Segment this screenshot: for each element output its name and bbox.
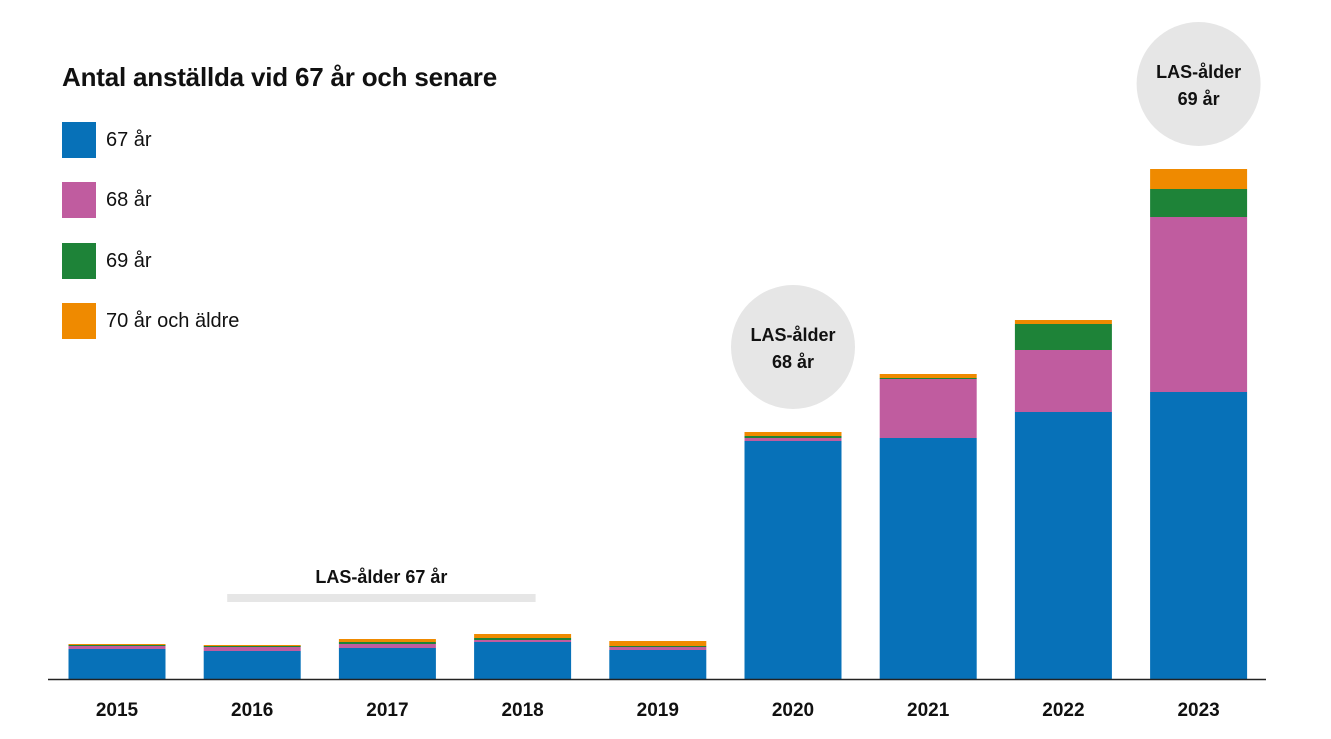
bar-2015-68 xyxy=(68,646,166,649)
bar-2016-70plus xyxy=(203,645,301,646)
annotation-label-2020-line2: 68 år xyxy=(772,352,814,372)
bar-2020-69 xyxy=(744,436,842,438)
bar-2019-67 xyxy=(609,650,707,679)
legend-swatch-69 xyxy=(62,243,96,279)
legend-swatch-68 xyxy=(62,182,96,218)
bar-2021-67 xyxy=(879,438,977,679)
x-tick-label-2015: 2015 xyxy=(96,700,139,721)
legend-swatch-67 xyxy=(62,122,96,158)
x-tick-label-2022: 2022 xyxy=(1042,700,1084,721)
annotation-circle-2023 xyxy=(1136,22,1261,146)
bar-2022-67 xyxy=(1014,412,1112,679)
legend-label-69: 69 år xyxy=(106,249,152,272)
legend-swatch-70plus xyxy=(62,303,96,339)
legend-item-68: 68 år xyxy=(62,182,152,218)
legend-label-70plus: 70 år och äldre xyxy=(106,309,240,332)
bar-2023-69 xyxy=(1150,189,1248,217)
legend-label-67: 67 år xyxy=(106,128,152,151)
annotation-las-67-label: LAS-ålder 67 år xyxy=(315,567,447,587)
bar-2016-68 xyxy=(203,647,301,651)
bar-2018-67 xyxy=(474,642,572,679)
annotation-label-2023-line2: 69 år xyxy=(1178,89,1220,109)
legend-item-70plus: 70 år och äldre xyxy=(62,303,239,339)
bar-2018-68 xyxy=(474,640,572,642)
bar-2020-70plus xyxy=(744,432,842,436)
bar-2019-69 xyxy=(609,646,707,647)
annotation-label-2020-line1: LAS-ålder xyxy=(750,325,835,345)
legend-item-69: 69 år xyxy=(62,243,152,279)
x-tick-label-2016: 2016 xyxy=(231,700,273,721)
bar-2016-69 xyxy=(203,646,301,647)
bar-2023-67 xyxy=(1150,392,1248,679)
bar-2019-70plus xyxy=(609,641,707,646)
legend-label-68: 68 år xyxy=(106,188,152,211)
bar-2020-67 xyxy=(744,441,842,679)
bar-2023-68 xyxy=(1150,217,1248,392)
legend-item-67: 67 år xyxy=(62,122,152,158)
annotation-label-2023-line1: LAS-ålder xyxy=(1156,62,1241,82)
bar-2017-68 xyxy=(338,644,436,648)
x-tick-label-2023: 2023 xyxy=(1177,700,1219,721)
x-tick-label-2020: 2020 xyxy=(772,700,814,721)
chart-title: Antal anställda vid 67 år och senare xyxy=(62,62,497,92)
bar-2022-69 xyxy=(1014,324,1112,350)
x-tick-label-2021: 2021 xyxy=(907,700,950,721)
bar-2022-70plus xyxy=(1014,320,1112,324)
bar-2017-69 xyxy=(338,642,436,644)
bar-2023-70plus xyxy=(1150,169,1248,189)
annotation-las-67-bar xyxy=(227,594,536,602)
bar-2021-70plus xyxy=(879,374,977,378)
bar-2021-69 xyxy=(879,378,977,379)
bar-2022-68 xyxy=(1014,350,1112,412)
bar-2018-70plus xyxy=(474,634,572,638)
annotation-circle-2020 xyxy=(731,285,855,409)
bar-2018-69 xyxy=(474,638,572,640)
bar-2019-68 xyxy=(609,647,707,650)
bar-2015-69 xyxy=(68,645,166,646)
bar-2020-68 xyxy=(744,438,842,441)
x-tick-label-2018: 2018 xyxy=(501,700,543,721)
x-tick-label-2017: 2017 xyxy=(366,700,408,721)
bar-2015-70plus xyxy=(68,644,166,645)
bar-2017-67 xyxy=(338,648,436,679)
bar-2021-68 xyxy=(879,379,977,438)
bar-2016-67 xyxy=(203,651,301,679)
x-tick-label-2019: 2019 xyxy=(637,700,679,721)
bar-2015-67 xyxy=(68,649,166,679)
bar-2017-70plus xyxy=(338,639,436,642)
